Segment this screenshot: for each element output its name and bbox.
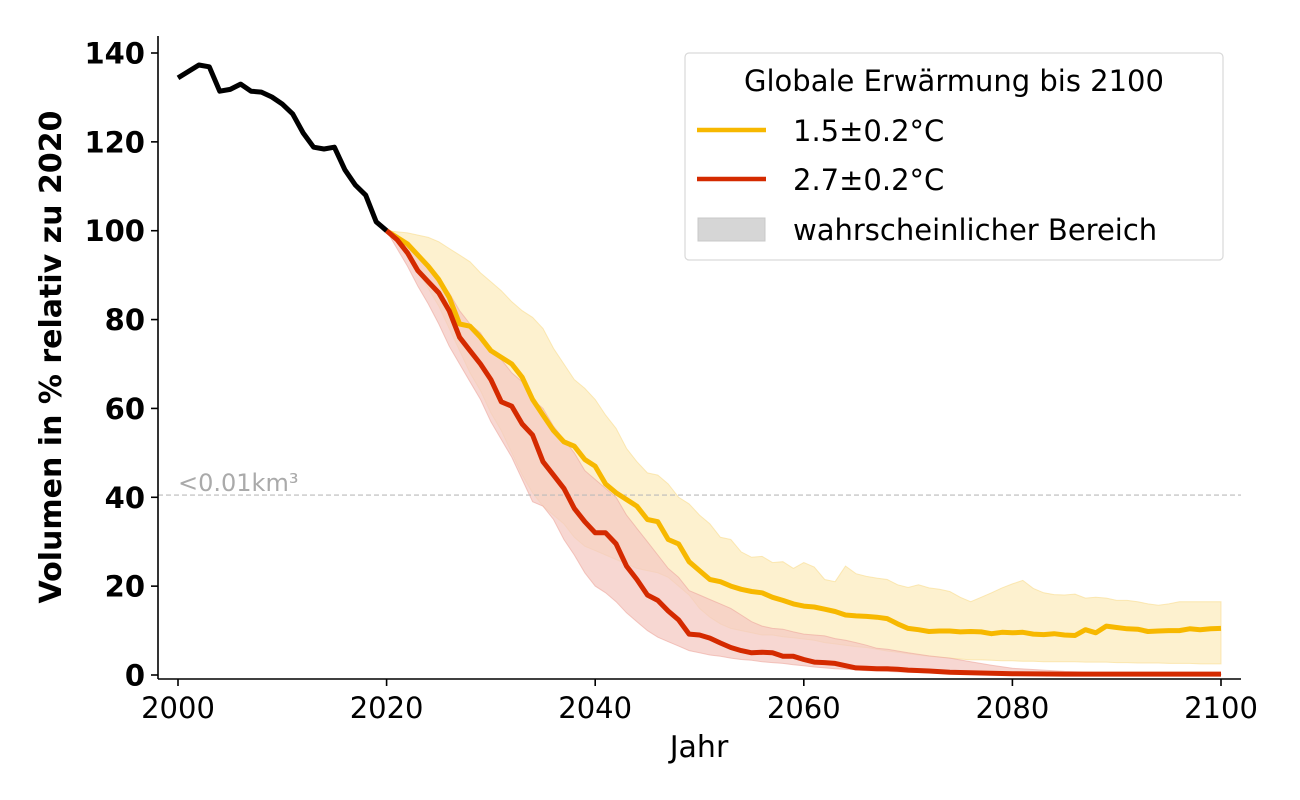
x-ticks: 2000 2020 2040 2060 2080 2100 [141,679,1258,725]
y-tick-label: 120 [84,125,145,159]
y-tick-label: 60 [105,392,145,426]
legend-label-range: wahrscheinlicher Bereich [793,213,1157,247]
legend-frame [684,52,1224,261]
y-axis-title: Volumen in % relativ zu 2020 [34,111,69,604]
line-1-5 [385,228,1222,638]
y-tick-label: 40 [105,481,145,515]
legend-label-1-5: 1.5±0.2°C [793,114,944,148]
legend-title: Globale Erwärmung bis 2100 [744,64,1164,98]
x-tick-label: 2100 [1184,691,1258,725]
x-tick-label: 2000 [141,691,215,725]
series-lines [176,62,1222,677]
x-tick-label: 2040 [558,691,632,725]
y-tick-label: 80 [105,303,145,337]
y-tick-label: 0 [125,659,145,693]
y-tick-label: 20 [105,570,145,604]
reference-line-group: <0.01km³ [158,469,1241,497]
x-tick-label: 2080 [975,691,1049,725]
x-tick-label: 2020 [350,691,424,725]
legend-label-2-7: 2.7±0.2°C [793,163,944,197]
reference-line-label: <0.01km³ [178,469,298,497]
x-axis-title: Jahr [668,730,729,765]
line-historical [176,62,389,233]
legend-swatch-range [697,217,766,242]
line-2-7 [384,228,1221,677]
y-tick-label: 140 [84,37,145,71]
y-tick-label: 100 [84,214,145,248]
x-tick-label: 2060 [767,691,841,725]
legend: Globale Erwärmung bis 2100 1.5±0.2°C 2.7… [684,52,1224,261]
y-ticks: 0 20 40 60 80 100 120 140 [84,37,158,693]
